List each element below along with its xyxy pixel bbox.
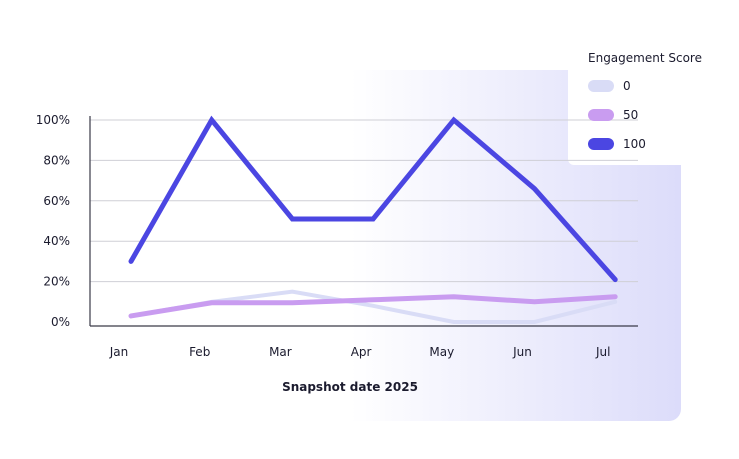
legend-label: 50 — [623, 108, 638, 122]
legend: Engagement Score 0 50 100 — [588, 51, 702, 151]
x-tick-label: Apr — [351, 345, 372, 359]
x-tick-label: Mar — [269, 345, 292, 359]
x-tick-label: Feb — [189, 345, 210, 359]
series-line-100 — [128, 115, 618, 283]
y-tick-label: 20% — [43, 275, 70, 289]
legend-panel — [568, 40, 708, 165]
series-lines — [128, 115, 618, 324]
y-tick-label: 60% — [43, 194, 70, 208]
x-axis-tick-labels: Jan Feb Mar Apr May Jun Jul — [109, 345, 611, 359]
x-tick-label: Jul — [595, 345, 610, 359]
legend-label: 0 — [623, 79, 631, 93]
x-axis-title: Snapshot date 2025 — [282, 380, 418, 394]
legend-swatch-100 — [588, 138, 614, 150]
chart-background-panel — [20, 70, 681, 421]
y-tick-label: 100% — [36, 113, 70, 127]
x-tick-label: Jan — [109, 345, 129, 359]
y-tick-label: 0% — [51, 315, 70, 329]
series-line-50 — [128, 294, 618, 319]
y-axis-tick-labels: 0% 20% 40% 60% 80% 100% — [36, 113, 70, 329]
x-tick-label: Jun — [512, 345, 532, 359]
legend-label: 100 — [623, 137, 646, 151]
y-tick-label: 80% — [43, 153, 70, 167]
legend-swatch-0 — [588, 80, 614, 92]
x-tick-label: May — [429, 345, 454, 359]
legend-swatch-50 — [588, 109, 614, 121]
y-tick-label: 40% — [43, 234, 70, 248]
axes — [89, 116, 638, 327]
legend-title: Engagement Score — [588, 51, 702, 65]
